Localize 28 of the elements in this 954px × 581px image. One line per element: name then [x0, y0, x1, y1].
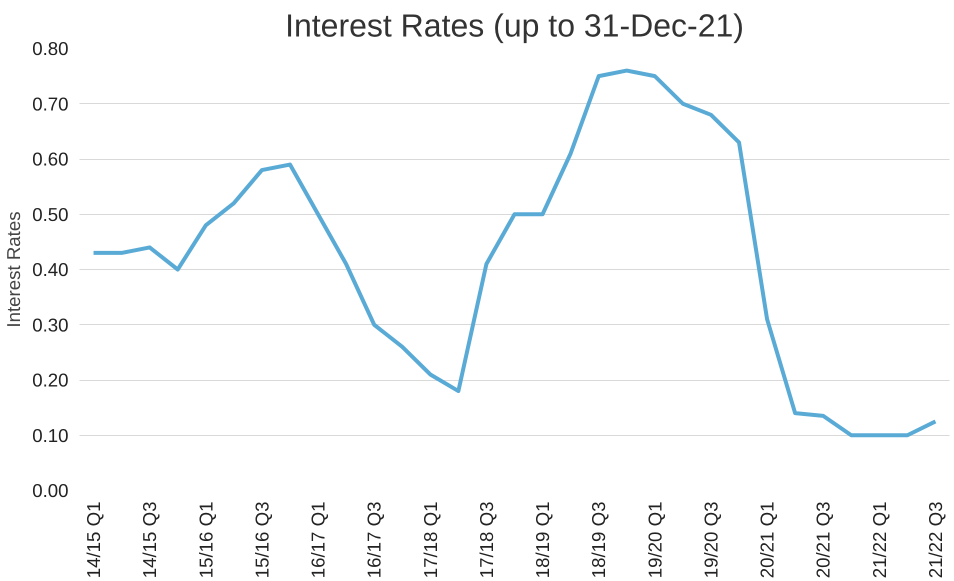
y-tick-label: 0.60 [32, 148, 68, 170]
x-tick-label: 20/21 Q1 [756, 501, 778, 578]
y-tick-label: 0.10 [32, 424, 68, 446]
y-tick-label: 0.20 [32, 370, 68, 390]
y-tick-label: 0.70 [32, 93, 68, 114]
chart-title: Interest Rates (up to 31-Dec-21) [285, 8, 744, 44]
y-tick-label: 0.50 [32, 204, 68, 225]
line-series [92, 68, 938, 438]
x-tick-label: 16/17 Q3 [364, 501, 385, 578]
x-tick-label: 16/17 Q1 [308, 501, 329, 578]
x-tick-label: 15/16 Q3 [251, 501, 272, 578]
y-tick-label: 0.00 [32, 480, 68, 501]
x-tick-label: 17/18 Q1 [420, 501, 441, 578]
x-tick-label: 21/22 Q3 [924, 501, 946, 578]
x-tick-label: 21/22 Q1 [868, 501, 890, 578]
x-tick-label: 14/15 Q3 [139, 501, 160, 578]
x-tick-label: 20/21 Q3 [812, 501, 834, 578]
x-tick-label: 18/19 Q1 [532, 501, 554, 578]
x-tick-label: 19/20 Q1 [644, 501, 666, 578]
y-tick-label: 0.40 [32, 259, 68, 280]
x-tick-label: 19/20 Q3 [700, 501, 722, 578]
y-tick-label: 0.30 [32, 314, 68, 336]
x-tick-label: 18/19 Q3 [588, 501, 610, 578]
x-tick-label: 17/18 Q3 [476, 501, 497, 578]
y-axis-title: Interest Rates [3, 211, 24, 328]
y-tick-label: 0.80 [32, 38, 68, 59]
x-tick-label: 14/15 Q1 [83, 501, 104, 578]
x-tick-label: 15/16 Q1 [195, 501, 216, 578]
